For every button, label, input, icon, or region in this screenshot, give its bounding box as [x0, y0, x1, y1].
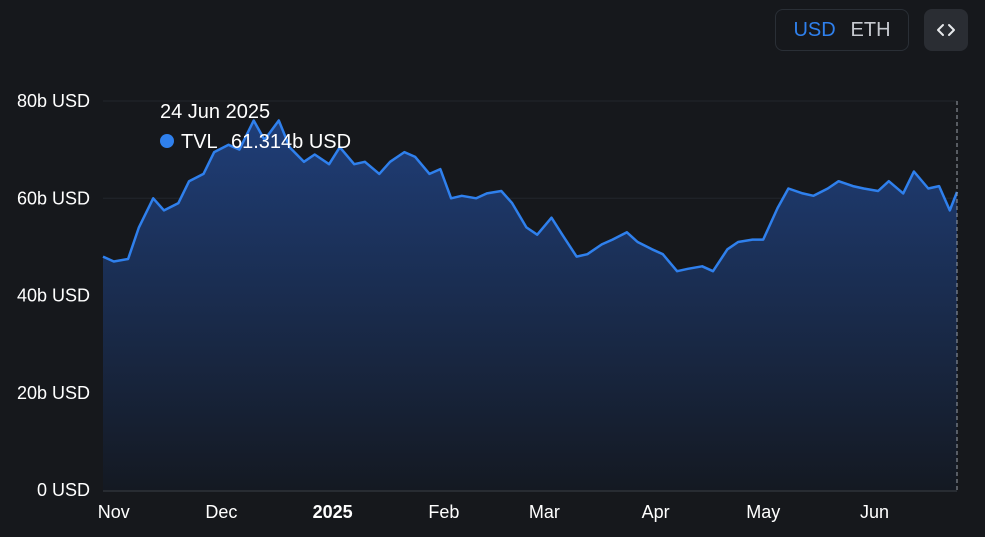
watermark: DefiLlama: [438, 268, 594, 326]
embed-button[interactable]: [924, 9, 968, 51]
x-tick-label: Feb: [428, 502, 459, 522]
grid-lines: [103, 100, 957, 394]
tooltip-series-marker: [160, 134, 174, 148]
code-brackets-icon: [937, 24, 955, 36]
watermark-text: DefiLlama: [498, 287, 594, 309]
y-tick-label: 0 USD: [37, 480, 90, 500]
y-axis-ticks: 0 USD 20b USD 40b USD 60b USD 80b USD: [17, 91, 90, 500]
y-tick-label: 80b USD: [17, 91, 90, 111]
x-tick-label: May: [746, 502, 780, 522]
x-axis-ticks: Nov Dec 2025 Feb Mar Apr May Jun: [98, 502, 889, 522]
x-tick-label: Jun: [860, 502, 889, 522]
currency-option-usd[interactable]: USD: [793, 18, 836, 41]
tvl-series-line: [102, 119, 959, 273]
x-tick-label: Nov: [98, 502, 130, 522]
currency-toggle[interactable]: USD ETH: [775, 9, 909, 51]
tooltip-value: 61.314b USD: [231, 131, 351, 153]
x-tick-label: 2025: [313, 502, 353, 522]
tooltip: 24 Jun 2025 TVL 61.314b USD: [160, 101, 351, 153]
y-tick-label: 40b USD: [17, 286, 90, 306]
x-tick-label: Mar: [529, 502, 560, 522]
tooltip-date: 24 Jun 2025: [160, 101, 270, 123]
y-tick-label: 20b USD: [17, 383, 90, 403]
defillama-logo: [438, 268, 481, 326]
tvl-area-fill: [103, 120, 957, 490]
x-tick-label: Dec: [205, 502, 237, 522]
tooltip-series-label: TVL: [181, 131, 218, 153]
x-tick-label: Apr: [642, 502, 670, 522]
y-tick-label: 60b USD: [17, 188, 90, 208]
currency-option-eth[interactable]: ETH: [850, 18, 891, 41]
